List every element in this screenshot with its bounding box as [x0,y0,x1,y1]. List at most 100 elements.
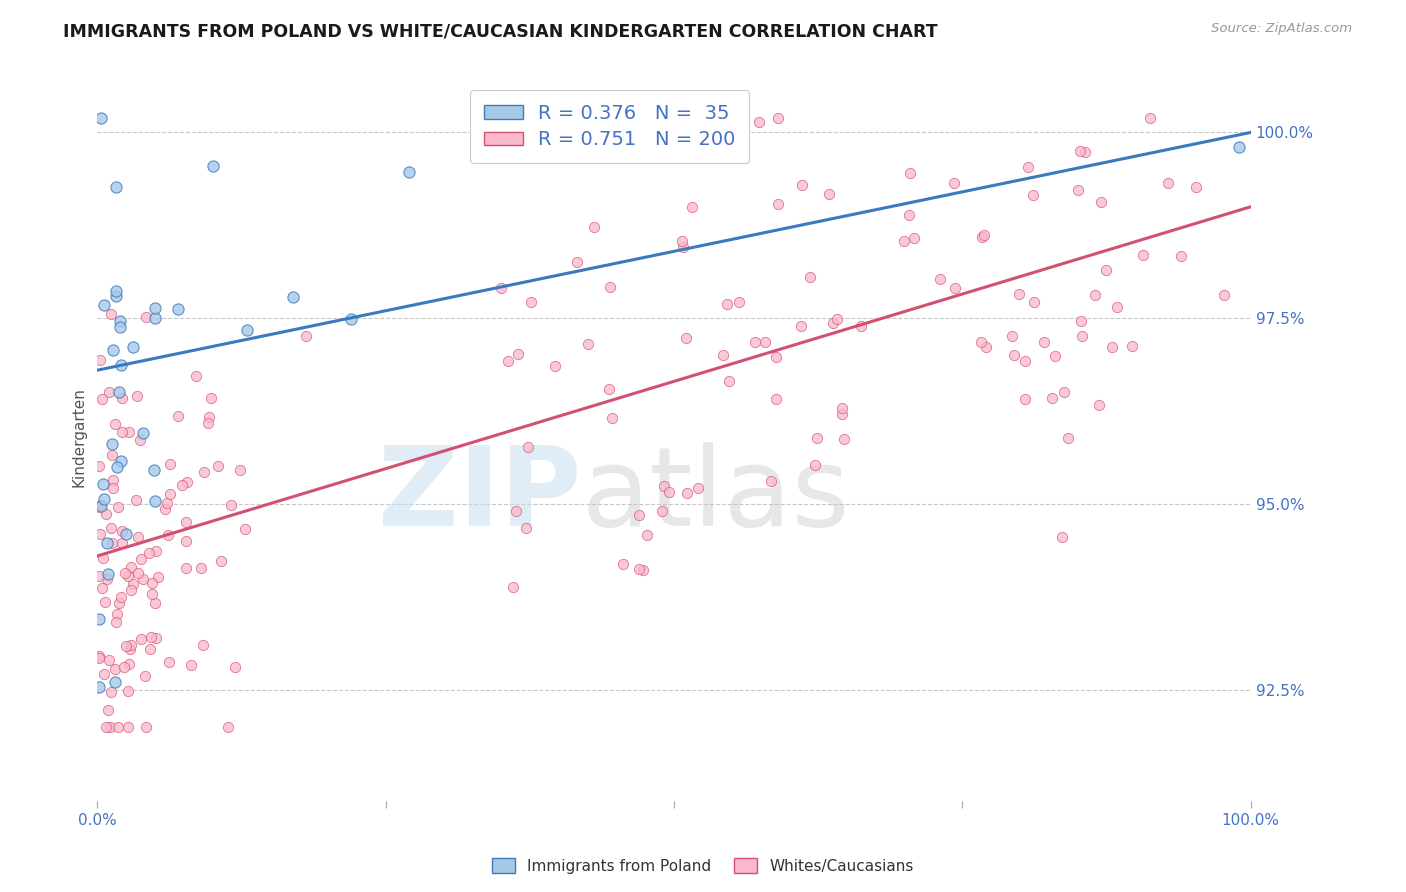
Point [117,720,139,734]
Point [1213,287,1236,301]
Point [118,425,141,440]
Point [1033,335,1056,350]
Point [186,368,208,383]
Point [1056,432,1078,446]
Point [108,320,131,334]
Point [176,475,198,489]
Point [340,312,363,326]
Point [191,638,214,652]
Point [141,587,163,601]
Point [142,463,165,477]
Point [122,340,145,354]
Point [759,474,782,488]
Point [893,234,915,248]
Point [943,177,966,191]
Point [818,187,841,202]
Point [94,595,117,609]
Point [636,528,658,542]
Point [103,473,125,487]
Point [143,596,166,610]
Point [114,566,136,580]
Point [93,477,115,491]
Point [849,318,872,333]
Point [716,297,738,311]
Point [141,630,163,644]
Point [135,310,157,325]
Point [612,557,634,571]
Point [903,230,925,244]
Point [97,703,120,717]
Point [89,612,111,626]
Point [91,581,114,595]
Point [681,201,703,215]
Point [120,560,142,574]
Point [89,500,111,515]
Point [127,389,149,403]
Point [1002,348,1025,362]
Point [806,431,828,445]
Point [145,544,167,558]
Point [1227,140,1250,154]
Point [711,348,734,362]
Point [598,383,620,397]
Point [118,657,141,671]
Point [107,607,129,621]
Point [398,164,420,178]
Point [111,536,134,550]
Point [1022,294,1045,309]
Point [675,485,697,500]
Point [1014,354,1036,368]
Point [651,504,673,518]
Point [658,484,681,499]
Point [117,569,139,583]
Point [143,310,166,325]
Point [104,417,127,431]
Point [1017,160,1039,174]
Point [87,680,110,694]
Point [517,440,540,454]
Point [1101,340,1123,354]
Point [167,409,190,423]
Point [768,111,790,125]
Point [1014,392,1036,407]
Point [688,482,710,496]
Point [89,527,111,541]
Point [823,316,845,330]
Point [93,666,115,681]
Point [1021,187,1043,202]
Point [170,478,193,492]
Point [1090,194,1112,209]
Point [576,337,599,351]
Point [115,639,138,653]
Point [1088,398,1111,412]
Point [145,631,167,645]
Point [973,227,995,242]
Point [100,520,122,534]
Point [1132,247,1154,261]
Point [143,301,166,315]
Point [87,650,110,665]
Point [110,591,132,605]
Point [91,550,114,565]
Point [100,685,122,699]
Point [1053,385,1076,400]
Point [180,657,202,672]
Text: ZIP: ZIP [378,442,582,549]
Point [631,563,654,577]
Point [104,289,127,303]
Point [90,498,112,512]
Point [498,353,520,368]
Text: atlas: atlas [582,442,851,549]
Point [108,596,131,610]
Point [100,536,122,550]
Point [139,641,162,656]
Point [89,353,111,368]
Point [90,392,112,407]
Point [748,115,770,129]
Point [105,460,128,475]
Point [105,615,128,629]
Point [1084,287,1107,301]
Point [174,515,197,529]
Point [1157,176,1180,190]
Text: IMMIGRANTS FROM POLAND VS WHITE/CAUCASIAN KINDERGARTEN CORRELATION CHART: IMMIGRANTS FROM POLAND VS WHITE/CAUCASIA… [63,22,938,40]
